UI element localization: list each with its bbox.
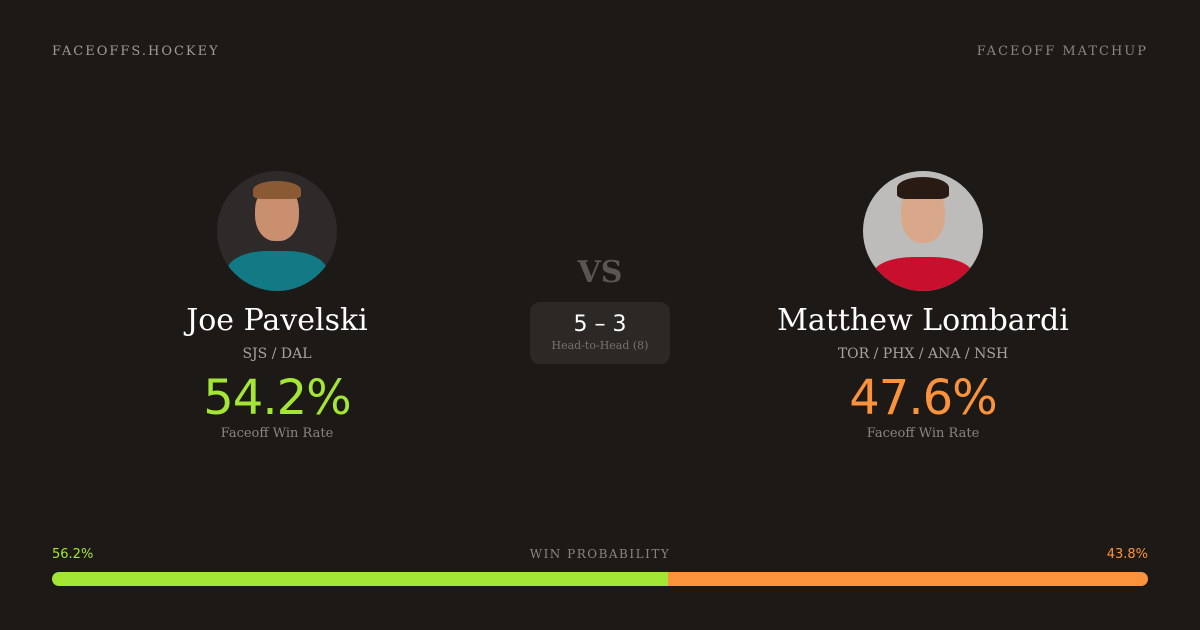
left-probability-fill: [52, 572, 668, 586]
player-left: Joe Pavelski SJS / DAL 54.2% Faceoff Win…: [77, 171, 477, 441]
player-name: Joe Pavelski: [186, 303, 368, 338]
brand-logo: FACEOFFS.HOCKEY: [52, 44, 220, 59]
head-to-head-box: 5 – 3 Head-to-Head (8): [530, 302, 670, 364]
right-probability-fill: [667, 572, 1148, 586]
player-avatar: [863, 171, 983, 291]
player-teams: TOR / PHX / ANA / NSH: [837, 346, 1009, 362]
player-name: Matthew Lombardi: [777, 303, 1069, 338]
faceoff-win-rate: 47.6%: [849, 370, 997, 426]
vs-label: VS: [577, 255, 623, 290]
win-rate-label: Faceoff Win Rate: [866, 426, 980, 441]
player-right: Matthew Lombardi TOR / PHX / ANA / NSH 4…: [723, 171, 1123, 441]
left-win-probability: 56.2%: [52, 547, 94, 562]
head-to-head-score: 5 – 3: [573, 312, 627, 337]
head-to-head-label: Head-to-Head (8): [551, 339, 649, 352]
page-type: FACEOFF MATCHUP: [976, 44, 1148, 59]
win-probability-label: WIN PROBABILITY: [529, 547, 671, 561]
win-rate-label: Faceoff Win Rate: [220, 426, 334, 441]
player-avatar: [217, 171, 337, 291]
player-teams: SJS / DAL: [242, 346, 312, 362]
win-probability-bar: [52, 572, 1148, 586]
right-win-probability: 43.8%: [1106, 547, 1148, 562]
faceoff-win-rate: 54.2%: [203, 370, 351, 426]
